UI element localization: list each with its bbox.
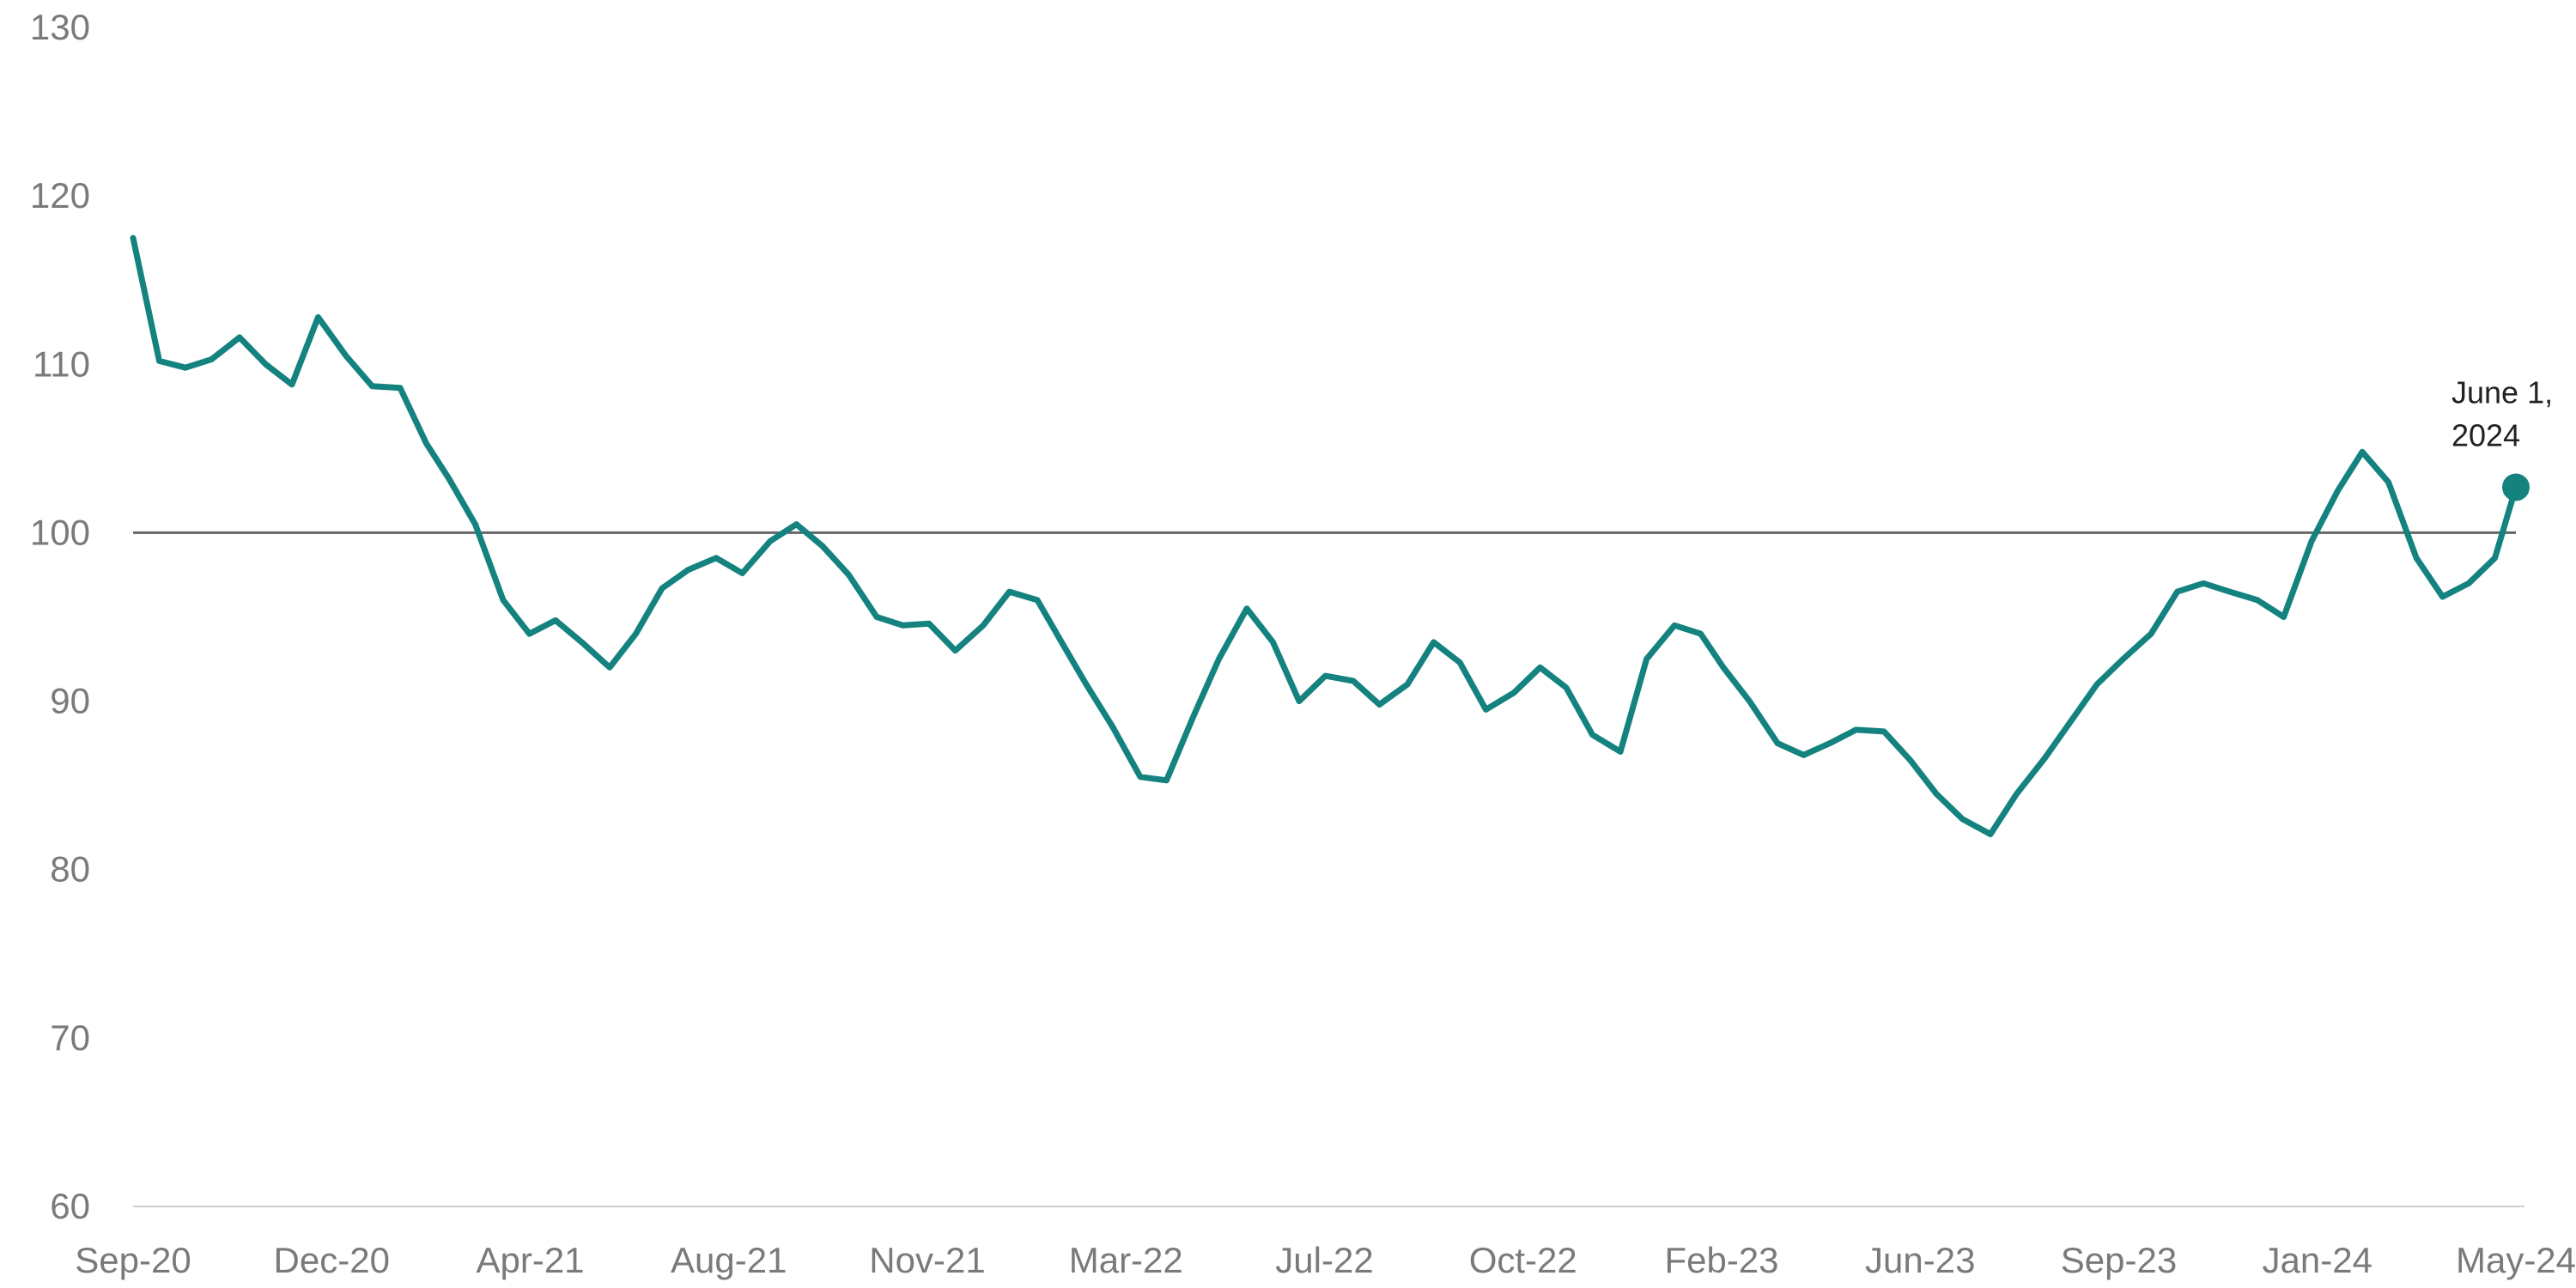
y-tick-label: 90 [50,681,90,721]
x-tick-label: Nov-21 [869,1240,985,1280]
end-point-annotation-line-2: 2024 [2451,417,2520,453]
y-tick-label: 110 [33,343,90,384]
x-tick-label: Jun-23 [1865,1240,1975,1280]
y-tick-label: 130 [30,7,90,47]
x-tick-label: Apr-21 [476,1240,584,1280]
x-tick-label: Sep-20 [75,1240,191,1280]
y-tick-label: 70 [50,1018,90,1058]
y-tick-label: 80 [50,849,90,890]
y-tick-label: 120 [30,175,90,216]
x-tick-label: May-24 [2456,1240,2576,1280]
series-line [130,234,2519,837]
x-tick-label: Mar-22 [1069,1240,1183,1280]
y-tick-label: 60 [50,1186,90,1226]
x-tick-label: Sep-23 [2061,1240,2177,1280]
y-tick-label: 100 [30,512,90,552]
x-tick-label: Aug-21 [671,1240,787,1280]
x-tick-label: Feb-23 [1664,1240,1778,1280]
x-tick-label: Dec-20 [274,1240,390,1280]
x-tick-label: Jul-22 [1275,1240,1373,1280]
x-axis-tick-labels: Sep-20 Dec-20 Apr-21 Aug-21 Nov-21 Mar-22 Jul-… [75,1240,2576,1280]
y-axis-tick-labels: 60 70 80 90 100 110 120 130 [30,7,90,1226]
end-point-annotation-line-1: June 1, [2451,374,2553,410]
end-point-marker [2502,473,2530,501]
x-tick-label: Oct-22 [1469,1240,1577,1280]
x-tick-label: Jan-24 [2263,1240,2372,1280]
